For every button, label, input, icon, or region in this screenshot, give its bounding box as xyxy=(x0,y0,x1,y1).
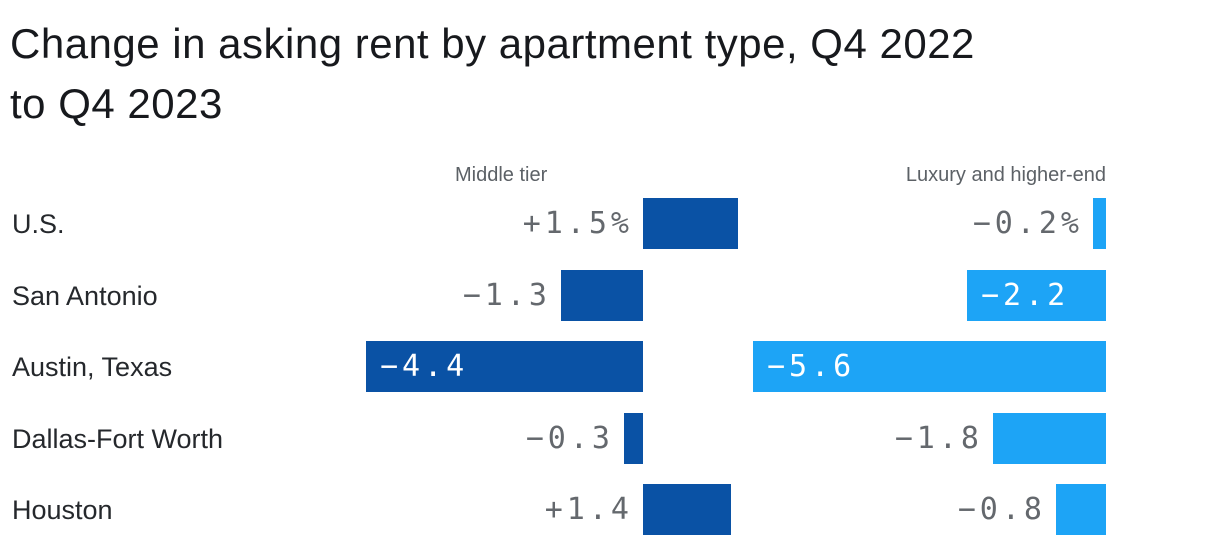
row-label-u-s: U.S. xyxy=(12,208,65,239)
value-label-middle-tier-austin-texas: −4.4 xyxy=(380,349,469,384)
bar-luxury-and-higher-end-austin-texas xyxy=(753,341,1106,392)
chart-title: Change in asking rent by apartment type,… xyxy=(10,14,975,134)
row-label-houston: Houston xyxy=(12,494,113,525)
value-label-luxury-and-higher-end-u-s: −0.2% xyxy=(972,206,1083,241)
value-label-middle-tier-san-antonio: −1.3 xyxy=(462,278,551,313)
bar-luxury-and-higher-end-dallas-fort-worth xyxy=(993,413,1106,464)
column-header-luxury: Luxury and higher-end xyxy=(905,164,1106,186)
bar-middle-tier-austin-texas xyxy=(366,341,643,392)
bar-luxury-and-higher-end-san-antonio xyxy=(967,270,1106,321)
row-label-austin-texas: Austin, Texas xyxy=(12,351,173,382)
bar-middle-tier-san-antonio xyxy=(561,270,643,321)
bar-luxury-and-higher-end-u-s xyxy=(1093,198,1106,249)
value-label-middle-tier-u-s: +1.5% xyxy=(522,206,633,241)
bar-middle-tier-u-s xyxy=(643,198,738,249)
chart-title-line-2: to Q4 2023 xyxy=(10,80,223,127)
value-label-luxury-and-higher-end-austin-texas: −5.6 xyxy=(767,349,856,384)
bar-middle-tier-dallas-fort-worth xyxy=(624,413,643,464)
bar-middle-tier-houston xyxy=(643,484,731,535)
column-header-middle-tier: Middle tier xyxy=(455,164,548,186)
bar-luxury-and-higher-end-houston xyxy=(1056,484,1106,535)
value-label-middle-tier-dallas-fort-worth: −0.3 xyxy=(525,421,614,456)
value-label-luxury-and-higher-end-san-antonio: −2.2 xyxy=(981,278,1070,313)
value-label-luxury-and-higher-end-houston: −0.8 xyxy=(957,492,1046,527)
row-label-dallas-fort-worth: Dallas-Fort Worth xyxy=(12,423,224,454)
value-label-middle-tier-houston: +1.4 xyxy=(544,492,633,527)
row-label-san-antonio: San Antonio xyxy=(12,280,158,311)
chart-title-line-1: Change in asking rent by apartment type,… xyxy=(10,20,975,67)
value-label-luxury-and-higher-end-dallas-fort-worth: −1.8 xyxy=(894,421,983,456)
